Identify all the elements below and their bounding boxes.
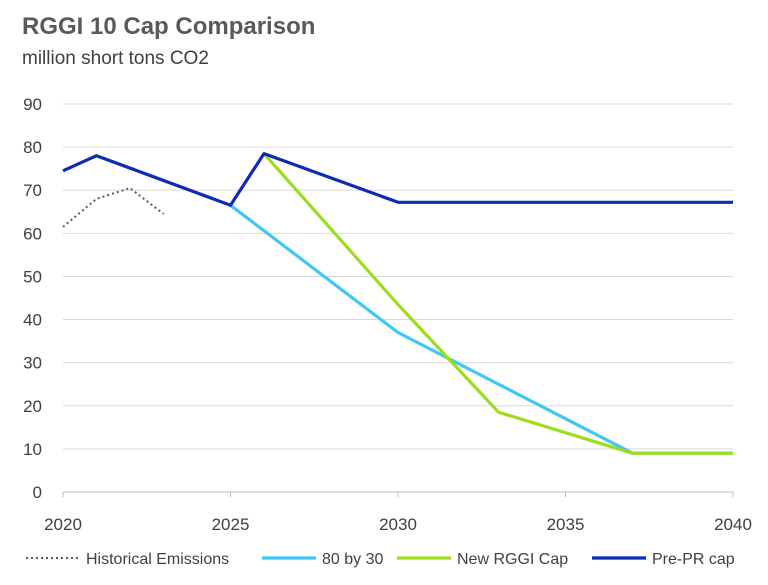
x-tick-label: 2020 bbox=[44, 515, 82, 534]
y-axis-ticks: 0 10 20 30 40 50 60 70 80 90 bbox=[23, 95, 42, 502]
y-tick-label: 0 bbox=[33, 483, 42, 502]
x-axis-ticks: 2020 2025 2030 2035 2040 bbox=[44, 492, 752, 534]
y-tick-label: 30 bbox=[23, 354, 42, 373]
y-tick-label: 50 bbox=[23, 267, 42, 286]
legend-label: Historical Emissions bbox=[86, 551, 229, 568]
y-tick-label: 70 bbox=[23, 181, 42, 200]
chart-subtitle: million short tons CO2 bbox=[22, 48, 209, 69]
x-tick-label: 2030 bbox=[379, 515, 417, 534]
legend-label: New RGGI Cap bbox=[457, 551, 568, 568]
series-lines bbox=[62, 152, 733, 455]
x-tick-label: 2040 bbox=[714, 515, 752, 534]
series-line-new-rggi-cap bbox=[262, 152, 733, 455]
legend-label: Pre-PR cap bbox=[652, 551, 735, 568]
series-line-80-by-30 bbox=[229, 204, 733, 455]
y-tick-label: 60 bbox=[23, 224, 42, 243]
y-tick-label: 90 bbox=[23, 95, 42, 114]
y-tick-label: 40 bbox=[23, 311, 42, 330]
series-line-historical-emissions bbox=[62, 187, 165, 228]
x-tick-label: 2025 bbox=[212, 515, 250, 534]
y-tick-label: 20 bbox=[23, 397, 42, 416]
y-tick-label: 80 bbox=[23, 138, 42, 157]
legend: Historical Emissions 80 by 30 New RGGI Cap… bbox=[26, 551, 735, 568]
x-tick-label: 2035 bbox=[547, 515, 585, 534]
chart-title: RGGI 10 Cap Comparison bbox=[22, 13, 315, 40]
gridlines bbox=[63, 103, 733, 493]
legend-label: 80 by 30 bbox=[322, 551, 383, 568]
series-line-pre-pr-cap bbox=[62, 152, 733, 207]
y-tick-label: 10 bbox=[23, 440, 42, 459]
